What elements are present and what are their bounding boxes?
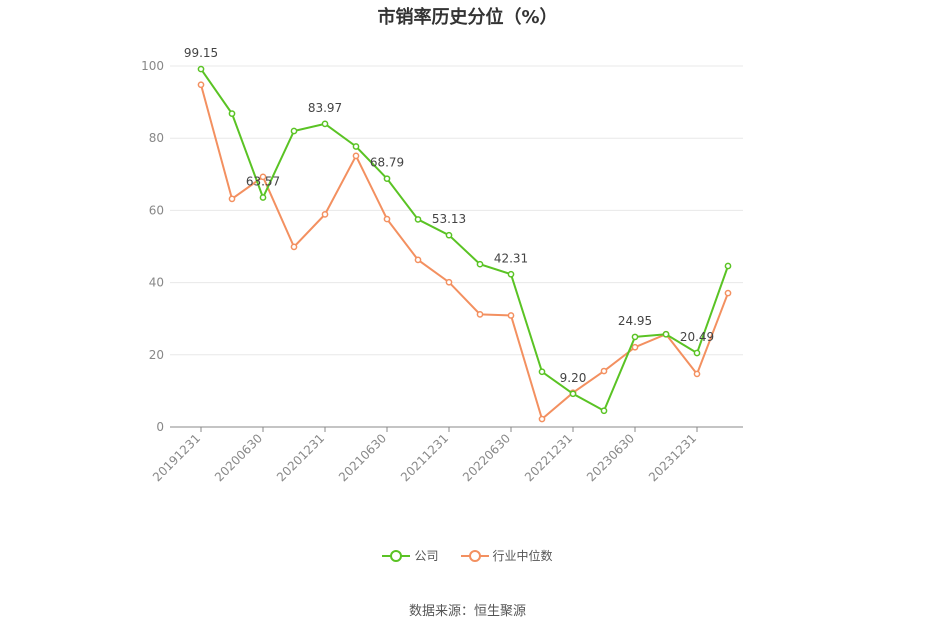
data-point xyxy=(445,231,453,239)
data-point xyxy=(693,349,701,357)
data-point xyxy=(290,127,298,135)
x-tick-label: 20230630 xyxy=(584,431,637,484)
data-point xyxy=(228,110,236,118)
data-point xyxy=(476,260,484,268)
data-point xyxy=(383,215,391,223)
y-tick-label: 20 xyxy=(149,348,164,362)
data-point xyxy=(631,333,639,341)
data-point xyxy=(600,407,608,415)
data-point xyxy=(321,211,329,218)
y-tick-label: 40 xyxy=(149,276,164,290)
data-label: 99.15 xyxy=(184,46,218,60)
data-point xyxy=(290,243,298,251)
data-point xyxy=(538,415,546,423)
data-point xyxy=(228,195,236,203)
x-tick-label: 20210630 xyxy=(336,431,389,484)
data-point xyxy=(507,270,515,278)
x-tick-label: 20211231 xyxy=(398,431,451,484)
legend: 公司 行业中位数 xyxy=(0,547,935,564)
data-point xyxy=(383,175,391,183)
data-point xyxy=(259,173,267,181)
data-label: 53.13 xyxy=(432,212,466,226)
data-point xyxy=(352,152,360,160)
data-point xyxy=(259,194,267,201)
data-point xyxy=(724,262,732,270)
data-point xyxy=(538,368,546,376)
data-point xyxy=(414,216,422,223)
y-tick-label: 100 xyxy=(141,59,164,73)
data-label: 68.79 xyxy=(370,156,404,170)
data-point xyxy=(600,367,608,375)
y-tick-label: 60 xyxy=(149,203,164,217)
data-point xyxy=(724,289,732,297)
x-tick-label: 20191231 xyxy=(150,431,203,484)
x-tick-label: 20221231 xyxy=(522,431,575,484)
data-point xyxy=(693,370,701,378)
x-tick-label: 20201231 xyxy=(274,431,327,484)
data-point xyxy=(631,343,639,351)
data-label: 20.49 xyxy=(680,330,714,344)
data-point xyxy=(662,330,670,338)
x-tick-label: 20200630 xyxy=(212,431,265,484)
data-label: 83.97 xyxy=(308,101,342,115)
data-label: 9.20 xyxy=(560,371,587,385)
legend-industry-marker-icon xyxy=(460,549,489,562)
data-label: 42.31 xyxy=(494,251,528,265)
legend-industry-label: 行业中位数 xyxy=(492,549,553,563)
legend-company-label: 公司 xyxy=(414,549,439,563)
data-label: 24.95 xyxy=(618,314,652,328)
data-point xyxy=(197,81,205,89)
data-point xyxy=(321,120,329,128)
x-tick-label: 20220630 xyxy=(460,431,513,484)
y-tick-label: 0 xyxy=(156,420,164,434)
data-point xyxy=(569,390,577,398)
data-point xyxy=(476,311,484,318)
legend-item-industry[interactable]: 行业中位数 xyxy=(460,547,553,564)
data-point xyxy=(507,312,515,319)
source-note: 数据来源：恒生聚源 xyxy=(408,604,526,619)
data-point xyxy=(414,256,422,264)
data-label: 63.57 xyxy=(246,175,280,189)
data-point xyxy=(445,278,453,286)
data-point xyxy=(352,143,360,150)
legend-company-marker-icon xyxy=(382,549,411,562)
y-tick-label: 80 xyxy=(149,131,164,145)
series-line xyxy=(200,68,729,413)
chart-title: 市销率历史分位（%） xyxy=(377,7,558,28)
legend-item-company[interactable]: 公司 xyxy=(382,547,439,564)
series-line xyxy=(200,84,729,421)
data-point xyxy=(197,65,205,73)
x-tick-label: 20231231 xyxy=(646,431,699,484)
